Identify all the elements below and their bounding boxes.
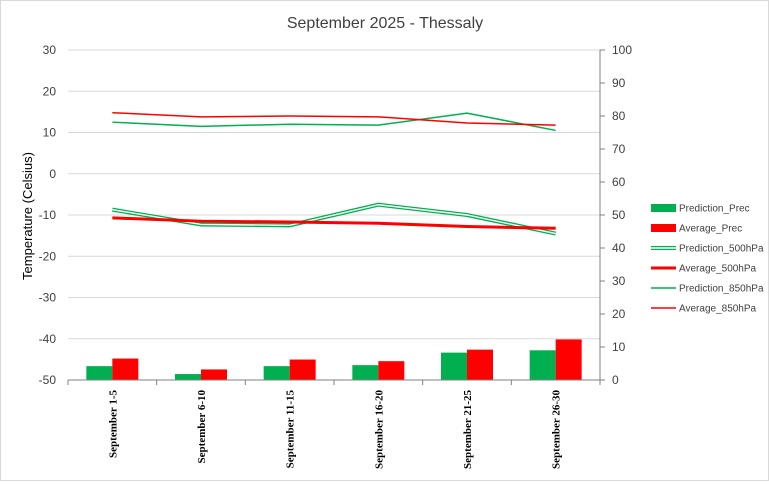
legend-label: Prediction_850hPa: [679, 284, 764, 295]
legend-label: Average_Prec: [679, 224, 742, 235]
bar-Prediction_Prec: [86, 366, 113, 380]
line-Average_500hPa: [112, 216, 556, 230]
y-tick-label: -50: [39, 373, 57, 387]
line-Average_850hPa: [112, 111, 556, 126]
y-tick-label: -40: [39, 332, 57, 346]
y2-tick-label: 40: [612, 241, 626, 255]
bar-Prediction_Prec: [175, 374, 201, 380]
bar-Average_Prec: [555, 339, 582, 380]
x-tick-label: September 21-25: [462, 390, 474, 469]
y2-tick-label: 10: [612, 340, 626, 354]
bar-Prediction_Prec: [352, 365, 379, 380]
bar-Prediction_Prec: [263, 366, 290, 380]
lines: [112, 111, 557, 236]
y2-tick-label: 80: [612, 109, 626, 123]
legend-swatch: [651, 224, 676, 232]
y2-tick-label: 60: [612, 175, 626, 189]
y2-tick-label: 90: [612, 76, 626, 90]
x-tick-label: September 1-5: [107, 390, 119, 458]
x-tick-label: September 26-30: [551, 390, 563, 469]
bar-Prediction_Prec: [529, 350, 556, 380]
x-tick-label: September 11-15: [285, 390, 297, 469]
bar-Average_Prec: [378, 361, 405, 380]
bar-Average_Prec: [289, 359, 316, 380]
legend-label: Average_500hPa: [679, 264, 757, 275]
line-Prediction_850hPa: [112, 112, 556, 132]
y2-tick-label: 100: [612, 43, 632, 57]
bar-Average_Prec: [201, 369, 227, 380]
y2-tick-label: 0: [612, 373, 619, 387]
y-tick-label: -30: [39, 291, 57, 305]
x-tick-label: September 16-20: [373, 390, 385, 469]
legend: Prediction_Prec Average_Prec Prediction_50…: [651, 204, 764, 315]
y-tick-label: 20: [43, 84, 57, 98]
y-tick-label: 10: [43, 126, 57, 140]
y-tick-label: -10: [39, 208, 57, 222]
bar-Average_Prec: [467, 349, 493, 380]
x-tick-label: September 6-10: [196, 390, 208, 464]
legend-label: Average_850hPa: [679, 304, 757, 315]
y-axis-label: Temperature (Celsius): [20, 152, 35, 280]
y2-tick-label: 20: [612, 307, 626, 321]
legend-label: Prediction_Prec: [679, 204, 750, 215]
bar-Average_Prec: [112, 358, 139, 380]
chart-title: September 2025 - Thessaly: [287, 15, 483, 32]
gridlines: [68, 49, 600, 340]
y2-tick-label: 70: [612, 142, 626, 156]
y2-tick-label: 50: [612, 208, 626, 222]
bar-Prediction_Prec: [441, 352, 467, 380]
y-tick-label: 0: [49, 167, 56, 181]
legend-swatch: [651, 204, 676, 212]
bars: [86, 339, 582, 380]
legend-label: Prediction_500hPa: [679, 244, 764, 255]
y-tick-label: 30: [43, 43, 57, 57]
y-tick-label: -20: [39, 249, 57, 263]
y2-tick-label: 30: [612, 274, 626, 288]
